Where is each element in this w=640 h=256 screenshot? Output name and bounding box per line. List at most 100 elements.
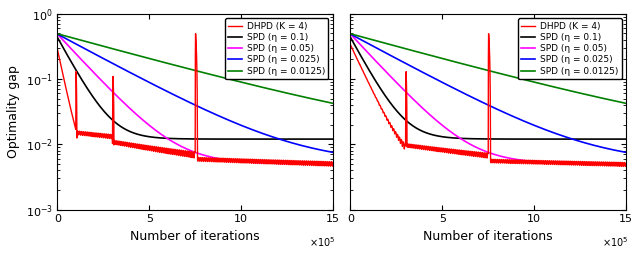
DHPD (K = 4) <box>217 158 225 161</box>
SPD (η = 0.1) <box>273 137 280 141</box>
SPD (η = 0.0125) <box>522 78 529 81</box>
SPD (η = 0.1) <box>258 137 266 141</box>
SPD (η = 0.1) <box>522 137 529 141</box>
SPD (η = 0.025) <box>509 115 517 118</box>
DHPD (K = 4) <box>154 148 161 151</box>
Line: SPD (η = 0.025): SPD (η = 0.025) <box>351 34 626 152</box>
Line: DHPD (K = 4): DHPD (K = 4) <box>351 34 626 166</box>
DHPD (K = 4) <box>360 72 368 76</box>
DHPD (K = 4) <box>54 48 61 51</box>
SPD (η = 0.0125) <box>329 102 337 105</box>
SPD (η = 0.1) <box>54 36 61 39</box>
SPD (η = 0.0125) <box>446 59 454 62</box>
SPD (η = 0.05) <box>522 159 529 162</box>
SPD (η = 0.025) <box>67 40 75 43</box>
SPD (η = 0.0125) <box>273 89 280 92</box>
SPD (η = 0.025) <box>360 40 368 43</box>
Line: SPD (η = 0.0125): SPD (η = 0.0125) <box>58 34 333 103</box>
DHPD (K = 4) <box>551 161 559 164</box>
DHPD (K = 4) <box>347 43 355 46</box>
SPD (η = 0.025) <box>273 137 280 140</box>
SPD (η = 0.0125) <box>154 59 161 62</box>
SPD (η = 0.025) <box>216 115 224 118</box>
DHPD (K = 4) <box>446 150 454 153</box>
SPD (η = 0.1) <box>360 60 368 63</box>
SPD (η = 0.0125) <box>258 86 266 89</box>
SPD (η = 0.0125) <box>54 32 61 35</box>
Legend: DHPD (K = 4), SPD (η = 0.1), SPD (η = 0.05), SPD (η = 0.025), SPD (η = 0.0125): DHPD (K = 4), SPD (η = 0.1), SPD (η = 0.… <box>518 18 621 79</box>
Line: SPD (η = 0.025): SPD (η = 0.025) <box>58 34 333 152</box>
SPD (η = 0.1) <box>622 137 630 141</box>
DHPD (K = 4) <box>273 161 280 164</box>
DHPD (K = 4) <box>67 110 75 113</box>
DHPD (K = 4) <box>509 159 517 163</box>
SPD (η = 0.05) <box>347 33 355 36</box>
SPD (η = 0.05) <box>273 162 280 165</box>
SPD (η = 0.025) <box>54 33 61 36</box>
SPD (η = 0.0125) <box>566 89 573 92</box>
SPD (η = 0.1) <box>446 136 454 139</box>
SPD (η = 0.025) <box>329 151 337 154</box>
SPD (η = 0.05) <box>228 159 236 162</box>
SPD (η = 0.05) <box>360 47 368 50</box>
Line: SPD (η = 0.05): SPD (η = 0.05) <box>351 34 626 164</box>
SPD (η = 0.1) <box>67 60 75 63</box>
SPD (η = 0.05) <box>216 157 224 161</box>
Text: $\times10^5$: $\times10^5$ <box>602 235 629 249</box>
SPD (η = 0.0125) <box>551 86 559 89</box>
SPD (η = 0.05) <box>154 130 161 133</box>
SPD (η = 0.0125) <box>67 36 75 39</box>
SPD (η = 0.0125) <box>347 32 355 35</box>
SPD (η = 0.1) <box>509 137 517 141</box>
SPD (η = 0.025) <box>258 132 266 135</box>
SPD (η = 0.025) <box>154 85 161 88</box>
DHPD (K = 4) <box>258 159 266 163</box>
Legend: DHPD (K = 4), SPD (η = 0.1), SPD (η = 0.05), SPD (η = 0.025), SPD (η = 0.0125): DHPD (K = 4), SPD (η = 0.1), SPD (η = 0.… <box>225 18 328 79</box>
Line: SPD (η = 0.1): SPD (η = 0.1) <box>58 37 333 139</box>
Text: $\times10^5$: $\times10^5$ <box>309 235 336 249</box>
Line: DHPD (K = 4): DHPD (K = 4) <box>58 34 333 166</box>
DHPD (K = 4) <box>228 161 236 164</box>
SPD (η = 0.025) <box>622 151 630 154</box>
DHPD (K = 4) <box>192 32 200 35</box>
SPD (η = 0.0125) <box>509 76 517 79</box>
SPD (η = 0.0125) <box>216 76 224 79</box>
SPD (η = 0.025) <box>522 120 529 123</box>
SPD (η = 0.05) <box>258 161 266 164</box>
X-axis label: Number of iterations: Number of iterations <box>424 230 553 243</box>
SPD (η = 0.0125) <box>360 36 368 39</box>
SPD (η = 0.05) <box>509 157 517 161</box>
Y-axis label: Optimality gap: Optimality gap <box>7 65 20 158</box>
Line: SPD (η = 0.05): SPD (η = 0.05) <box>58 34 333 164</box>
SPD (η = 0.1) <box>329 137 337 141</box>
Line: SPD (η = 0.0125): SPD (η = 0.0125) <box>351 34 626 103</box>
SPD (η = 0.05) <box>329 162 337 165</box>
SPD (η = 0.05) <box>54 33 61 36</box>
SPD (η = 0.1) <box>154 136 161 139</box>
SPD (η = 0.05) <box>446 130 454 133</box>
SPD (η = 0.025) <box>347 33 355 36</box>
SPD (η = 0.0125) <box>228 78 236 81</box>
SPD (η = 0.05) <box>566 162 573 165</box>
SPD (η = 0.1) <box>228 137 236 141</box>
DHPD (K = 4) <box>484 32 492 35</box>
SPD (η = 0.0125) <box>622 102 630 105</box>
SPD (η = 0.05) <box>551 161 559 164</box>
Line: SPD (η = 0.1): SPD (η = 0.1) <box>351 37 626 139</box>
SPD (η = 0.1) <box>566 137 573 141</box>
SPD (η = 0.025) <box>446 85 454 88</box>
DHPD (K = 4) <box>522 162 529 165</box>
DHPD (K = 4) <box>622 162 630 165</box>
DHPD (K = 4) <box>329 162 337 165</box>
DHPD (K = 4) <box>622 165 630 168</box>
SPD (η = 0.1) <box>216 137 224 141</box>
DHPD (K = 4) <box>566 162 573 165</box>
SPD (η = 0.025) <box>551 132 559 135</box>
SPD (η = 0.05) <box>622 162 630 165</box>
DHPD (K = 4) <box>329 165 337 168</box>
SPD (η = 0.025) <box>566 137 573 140</box>
X-axis label: Number of iterations: Number of iterations <box>131 230 260 243</box>
SPD (η = 0.1) <box>347 36 355 39</box>
SPD (η = 0.05) <box>67 47 75 50</box>
SPD (η = 0.1) <box>551 137 559 141</box>
